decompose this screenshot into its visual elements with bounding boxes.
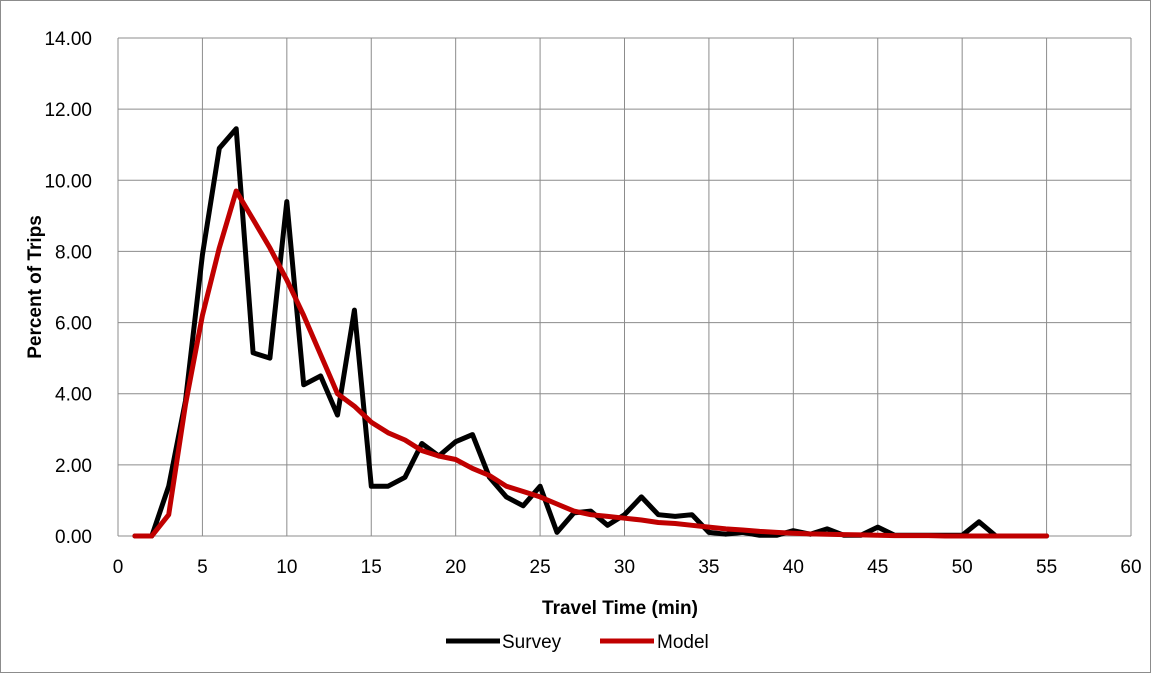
x-tick-label: 0 — [113, 557, 124, 578]
x-tick-label: 10 — [276, 557, 297, 578]
x-tick-label: 55 — [1036, 557, 1057, 578]
y-tick-label: 6.00 — [55, 314, 92, 335]
x-tick-label: 20 — [445, 557, 466, 578]
x-axis-title: Travel Time (min) — [542, 598, 698, 619]
y-axis-title: Percent of Trips — [25, 215, 46, 359]
x-tick-label: 35 — [698, 557, 719, 578]
x-tick-label: 50 — [952, 557, 973, 578]
x-tick-labels: 0 5 10 15 20 25 30 35 40 45 50 55 60 — [113, 557, 1142, 578]
legend-label-survey: Survey — [502, 632, 562, 653]
x-tick-label: 40 — [783, 557, 804, 578]
x-tick-label: 30 — [614, 557, 635, 578]
x-tick-label: 25 — [530, 557, 551, 578]
x-tick-label: 15 — [361, 557, 382, 578]
y-tick-label: 10.00 — [44, 171, 92, 192]
series-line-model — [132, 188, 1050, 539]
y-tick-labels: 0.00 2.00 4.00 6.00 8.00 10.00 12.00 14.00 — [44, 29, 92, 548]
y-tick-label: 4.00 — [55, 385, 92, 406]
x-tick-label: 60 — [1120, 557, 1141, 578]
gridlines — [117, 37, 1132, 537]
series-line-survey — [132, 126, 1050, 539]
x-tick-label: 5 — [197, 557, 208, 578]
x-tick-label: 45 — [867, 557, 888, 578]
y-tick-label: 0.00 — [55, 527, 92, 548]
y-tick-label: 2.00 — [55, 456, 92, 477]
y-tick-label: 8.00 — [55, 242, 92, 263]
legend-label-model: Model — [657, 632, 709, 653]
series-lines — [132, 126, 1050, 539]
y-tick-label: 14.00 — [44, 29, 92, 50]
y-tick-label: 12.00 — [44, 100, 92, 121]
legend: Survey Model — [446, 632, 709, 653]
